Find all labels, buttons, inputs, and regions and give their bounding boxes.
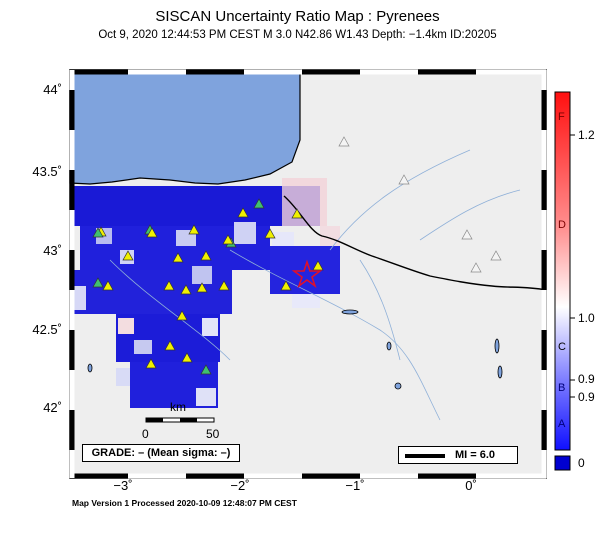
lon-label-0: 0˚ [465,478,477,493]
station-triangle-icon [172,252,184,263]
station-triangle-icon [92,227,104,238]
lat-label-42-5: 42.5˚ [32,322,62,337]
colorbar-value-1-0: 1.0 [578,311,595,325]
scale-tick-50: 50 [206,427,220,441]
processing-footer: Map Version 1 Processed 2020-10-09 12:48… [72,498,297,508]
grade-label-c: C [558,341,566,353]
station-triangle-icon [180,284,192,295]
scale-bar [145,417,215,423]
station-triangle-icon [222,234,234,245]
grade-box: GRADE: – (Mean sigma: –) [82,444,240,462]
station-triangle-icon [145,358,157,369]
station-triangle-icon [280,280,292,291]
station-triangle-icon [338,136,350,147]
station-triangle-icon [312,260,324,271]
station-triangle-icon [461,229,473,240]
station-triangle-icon [181,352,193,363]
station-triangle-icon [253,198,265,209]
country-border [283,195,547,291]
colorbar-value-1-2: 1.2 [578,128,595,142]
lat-label-43-5: 43.5˚ [32,164,62,179]
lat-label-43: 43˚ [43,243,62,258]
lon-label-m3: −3˚ [113,478,133,493]
station-triangle-icon [490,250,502,261]
station-triangle-icon [146,227,158,238]
station-triangle-icon [163,280,175,291]
station-triangle-icon [237,207,249,218]
station-triangle-icon [164,340,176,351]
station-triangle-icon [200,250,212,261]
mi-text: MI = 6.0 [455,449,496,461]
event-subtitle: Oct 9, 2020 12:44:53 PM CEST M 3.0 N42.8… [98,29,497,41]
grade-label-f: F [558,111,565,123]
mi-bar [405,454,445,458]
lat-label-42: 42˚ [43,400,62,415]
station-triangle-icon [92,277,104,288]
station-triangle-icon [122,250,134,261]
colorbar-ticks [570,134,575,398]
station-triangle-icon [102,280,114,291]
lon-label-m1: −1˚ [345,478,365,493]
colorbar-min-swatch [554,455,571,471]
station-triangle-icon [188,224,200,235]
station-triangle-icon [264,228,276,239]
scale-tick-0: 0 [142,427,149,441]
sea-area [69,69,301,185]
grade-label-d: D [558,219,566,231]
stations [92,136,502,375]
colorbar-value-0: 0 [578,456,585,470]
mi-box: MI = 6.0 [398,446,518,464]
lat-label-44: 44˚ [43,82,62,97]
colorbar-value-0-9b: 0.9 [578,390,595,404]
station-triangle-icon [176,310,188,321]
frame-ticks [69,69,547,479]
colorbar [554,91,571,451]
station-triangle-icon [398,174,410,185]
lon-label-m2: −2˚ [230,478,250,493]
epicenter-star-icon [291,259,323,289]
grade-label-a: A [558,418,566,430]
station-triangle-icon [470,262,482,273]
station-triangle-icon [291,208,303,219]
colorbar-value-0-9a: 0.9 [578,372,595,386]
station-triangle-icon [218,280,230,291]
grade-label-b: B [558,382,566,394]
scale-unit: km [170,400,186,414]
rivers [109,149,521,421]
station-triangle-icon [196,282,208,293]
lakes [87,309,503,390]
map-title: SISCAN Uncertainty Ratio Map : Pyrenees [155,8,440,25]
station-triangle-icon [200,364,212,375]
